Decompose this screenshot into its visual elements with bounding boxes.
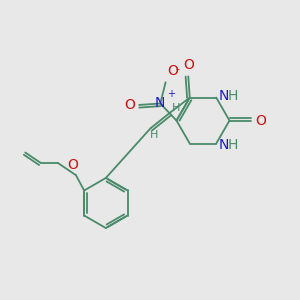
Text: H: H	[172, 103, 180, 112]
Text: -: -	[175, 64, 179, 74]
Text: +: +	[167, 89, 175, 99]
Text: H: H	[150, 130, 158, 140]
Text: H: H	[228, 138, 238, 152]
Text: O: O	[183, 58, 194, 72]
Text: N: N	[219, 138, 229, 152]
Text: N: N	[219, 89, 229, 103]
Text: O: O	[68, 158, 78, 172]
Text: O: O	[124, 98, 135, 112]
Text: H: H	[228, 89, 238, 103]
Text: N: N	[155, 97, 166, 110]
Text: O: O	[255, 114, 266, 128]
Text: O: O	[167, 64, 178, 78]
